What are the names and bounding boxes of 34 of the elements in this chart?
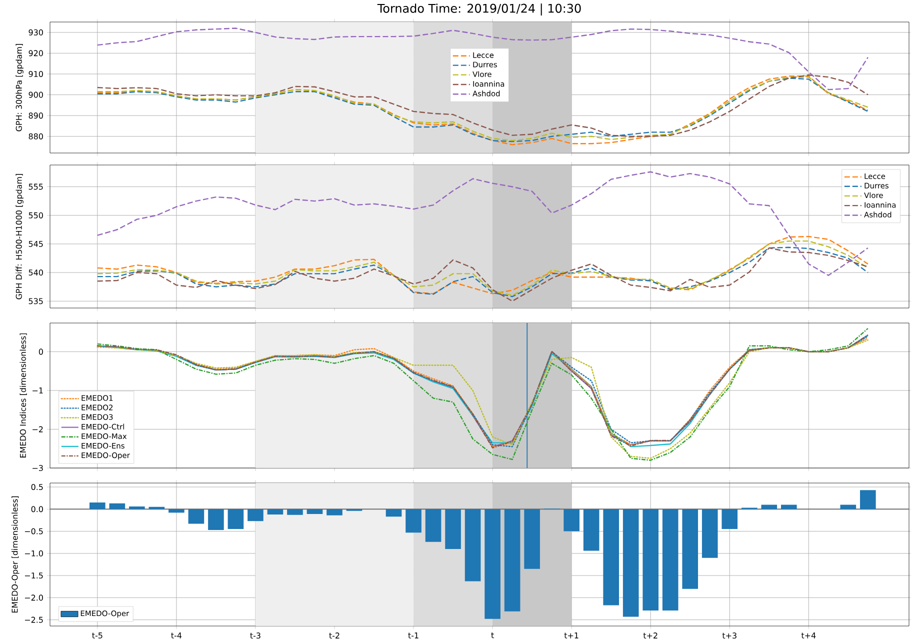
bar [248, 509, 264, 522]
bar [109, 503, 126, 510]
bar [662, 509, 678, 611]
bar [406, 509, 422, 533]
bar [90, 502, 106, 510]
bar [524, 509, 540, 569]
bar [129, 506, 145, 510]
bar [267, 509, 284, 514]
bar [603, 509, 619, 606]
bar [464, 509, 481, 582]
bar [761, 504, 778, 510]
bar [583, 509, 600, 551]
chart-title: Tornado Time: 2019/01/24 | 10:30 [377, 4, 581, 16]
bar [860, 490, 876, 510]
bar [642, 509, 658, 611]
bar [840, 504, 856, 510]
bar [682, 509, 698, 589]
bar [287, 509, 303, 515]
bar [326, 509, 342, 516]
bar [188, 509, 204, 524]
bar [386, 509, 402, 517]
bar [228, 509, 244, 530]
bar [425, 509, 442, 542]
bar [504, 509, 520, 612]
bar [722, 509, 738, 530]
bar [564, 509, 580, 532]
bar [780, 504, 797, 510]
bar [702, 509, 718, 558]
bar [168, 509, 184, 513]
bar [208, 509, 224, 530]
bar [622, 509, 639, 617]
bar [484, 509, 500, 619]
bar [306, 509, 323, 514]
bar [445, 509, 461, 549]
